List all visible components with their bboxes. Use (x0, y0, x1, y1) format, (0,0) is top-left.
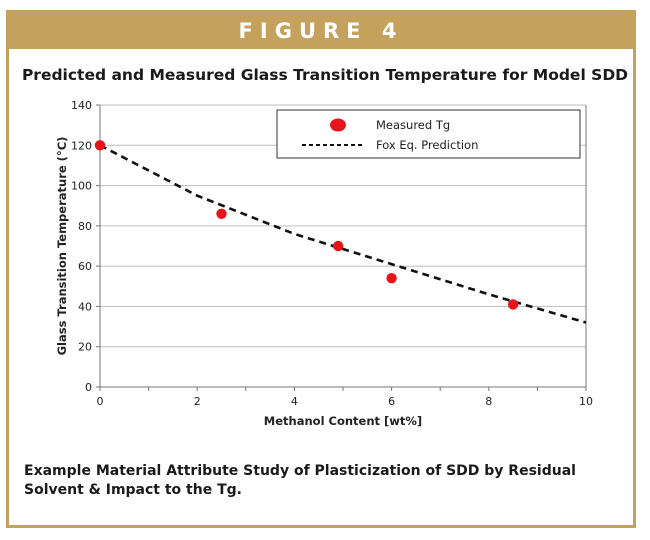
x-axis-label: Methanol Content [wt%] (264, 414, 422, 428)
measured-point (507, 299, 519, 310)
figure-banner: FIGURE 4 (9, 13, 633, 49)
prediction-line (99, 144, 587, 324)
measured-point (216, 208, 227, 219)
chart-title: Predicted and Measured Glass Transition … (21, 66, 629, 84)
legend-box (276, 109, 581, 159)
x-tick-label: 10 (579, 395, 593, 408)
legend-label-prediction: Fox Eq. Prediction (376, 138, 478, 152)
x-tick-label: 4 (291, 395, 298, 408)
y-tick-label: 20 (78, 341, 92, 354)
x-tick-label: 6 (388, 395, 395, 408)
measured-point (94, 140, 106, 151)
figure-caption: Example Material Attribute Study of Plas… (24, 463, 576, 498)
y-axis-label: Glass Transition Temperature (°C) (55, 137, 69, 356)
measured-point (386, 273, 397, 284)
x-tick-label: 8 (485, 395, 492, 408)
legend-marker-measured (330, 118, 346, 132)
y-tick-label: 40 (78, 300, 92, 313)
legend-label-measured: Measured Tg (376, 118, 450, 132)
y-tick-label: 80 (78, 220, 92, 233)
y-tick-label: 0 (85, 381, 92, 394)
figure-frame: FIGURE 4 (6, 10, 636, 528)
y-tick-label: 100 (71, 180, 92, 193)
y-tick-label: 60 (78, 260, 92, 273)
x-tick-label: 2 (194, 395, 201, 408)
y-tick-label: 140 (71, 99, 92, 112)
x-tick-label: 0 (97, 395, 104, 408)
measured-point (332, 240, 344, 252)
y-tick-label: 120 (71, 139, 92, 152)
